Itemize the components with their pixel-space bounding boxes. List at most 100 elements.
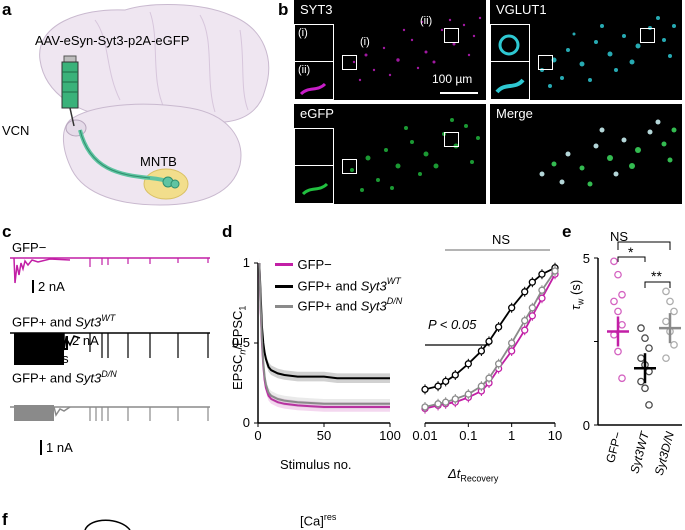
inset-ii-label: (ii) — [298, 64, 311, 76]
d-right-point-2 — [485, 374, 493, 382]
d-right-point-2 — [442, 398, 450, 406]
trace-wt-prefix: GFP+ and — [12, 314, 76, 330]
scale-label-2na-a: 2 nA — [38, 279, 65, 294]
scale-bar — [440, 92, 478, 94]
vcn-label: VCN — [2, 123, 30, 138]
legend-item-dn: GFP+ and Syt3D/N — [275, 296, 402, 316]
d-xlabel-right-sub: Recovery — [460, 473, 499, 484]
d-left-xtick-label: 50 — [317, 428, 331, 443]
construct-label: AAV-eSyn-Syt3-p2A-eGFP — [35, 33, 190, 48]
trace-dn-gene: Syt3 — [75, 370, 102, 386]
d-right-point-2 — [551, 267, 559, 275]
d-ylabel: EPSCn/EPSC1 — [230, 305, 248, 390]
scale-bar-1na — [40, 440, 42, 455]
d-left-xtick-label: 100 — [379, 428, 401, 443]
panel-e-label: e — [562, 222, 572, 241]
e-point-2 — [662, 317, 670, 326]
e-sig2-label: ** — [651, 268, 662, 284]
egfp-title: eGFP — [300, 106, 334, 121]
e-point-0 — [614, 347, 622, 356]
e-ytick-label: 0 — [583, 418, 590, 433]
legend-swatch-wt — [275, 284, 293, 288]
panel-f-label: f — [2, 510, 8, 529]
micrograph-vglut1: VGLUT1 — [490, 0, 682, 100]
e-ytick-label: 5 — [583, 251, 590, 266]
brain-schematic — [39, 4, 270, 206]
panel-d-label: d — [222, 222, 233, 241]
syringe — [61, 55, 79, 127]
micrograph-merge: Merge — [490, 104, 682, 204]
e-bracket-sig1 — [617, 256, 646, 262]
trace-dn-sup: D/N — [101, 369, 117, 379]
d-right-point-1 — [464, 360, 472, 368]
mntb-label: MNTB — [140, 154, 177, 169]
d-left-ytick-label: 0.5 — [232, 335, 250, 350]
syt3-title: SYT3 — [300, 2, 333, 17]
inset-i: (i) — [294, 24, 334, 62]
d-left-band-2 — [259, 258, 390, 409]
d-right-point-2 — [508, 339, 516, 347]
d-right-point-1 — [538, 270, 546, 278]
trace-gfp-neg-label: GFP− — [12, 240, 47, 255]
d-right-point-2 — [421, 403, 429, 411]
micrograph-syt3: SYT3 (i) (ii) (i) (ii) 100 µm — [294, 0, 486, 100]
speckle-egfp — [350, 118, 480, 192]
chart-d-left: 0 0.5 1 0 50 100 — [232, 255, 401, 443]
e-xtick-label-2: Syt3D/N — [652, 430, 677, 477]
legend-gene-wt: Syt3 — [360, 278, 387, 294]
e-point-0 — [610, 297, 618, 306]
d-right-point-2 — [528, 304, 536, 312]
panel-f-text: [Ca]res — [300, 512, 337, 529]
e-point-0 — [614, 270, 622, 279]
chart-d: 00.510 50 100 0.01 0.1 1 10 — [232, 249, 562, 443]
d-xlabel-right: ΔtRecovery — [448, 466, 498, 484]
e-bracket-sig2 — [644, 281, 671, 288]
scale-label-2na-b: 2 nA — [72, 333, 99, 348]
e-point-1 — [645, 401, 653, 409]
legend-text-gfp-neg: GFP− — [297, 257, 332, 272]
e-point-1 — [641, 384, 649, 393]
d-right-point-1 — [442, 377, 450, 386]
roi-ii-label: (ii) — [420, 15, 433, 27]
e-point-0 — [614, 307, 622, 316]
trace-wt-label: GFP+ and Syt3WT — [12, 313, 115, 329]
d-right-point-0 — [508, 347, 516, 355]
e-point-0 — [610, 257, 618, 266]
roi-ii — [444, 28, 459, 43]
trace-wt-gene: Syt3 — [75, 314, 102, 330]
inset-ii: (ii) — [294, 61, 334, 100]
d-xlabel-left: Stimulus no. — [280, 457, 352, 472]
roi-egfp-i — [342, 159, 357, 174]
e-ylabel: τw (s) — [568, 279, 586, 310]
d-right-point-1 — [521, 288, 529, 296]
e-point-1 — [637, 354, 645, 363]
panel-b-label: b — [278, 0, 289, 19]
d-right-point-1 — [508, 304, 516, 312]
d-left-line-1 — [258, 262, 390, 380]
d-right-point-2 — [494, 360, 503, 368]
d-right-point-1 — [485, 337, 493, 346]
d-right-xtick-label: 0.1 — [459, 428, 477, 443]
speckle-vglut1 — [540, 16, 676, 88]
roi-vglut1-i — [538, 55, 553, 70]
trace-dn-prefix: GFP+ and — [12, 370, 76, 386]
d-right-point-0 — [528, 312, 536, 320]
legend-item-wt: GFP+ and Syt3WT — [275, 276, 402, 296]
chart-d-right: 0.01 0.1 1 10 — [412, 249, 562, 443]
e-ns-label: NS — [610, 229, 629, 244]
scale-label-200ms: 200 ms — [26, 351, 69, 366]
panel-a-label: a — [2, 0, 12, 19]
roi-egfp-ii — [444, 132, 459, 147]
speckle-merge — [539, 119, 677, 187]
speckle-syt3 — [352, 16, 482, 82]
e-point-2 — [670, 340, 678, 349]
roi-i — [342, 55, 357, 70]
e-xtick-label-1: Syt3WT — [627, 429, 652, 475]
d-right-xtick-label: 10 — [548, 428, 562, 443]
d-right-point-1 — [528, 278, 536, 286]
trace-wt-sup: WT — [101, 313, 116, 323]
d-right-point-2 — [538, 286, 546, 294]
d-right-point-0 — [521, 326, 529, 334]
legend-gene-dn: Syt3 — [360, 298, 387, 314]
d-right-xtick-label: 0.01 — [412, 428, 437, 443]
